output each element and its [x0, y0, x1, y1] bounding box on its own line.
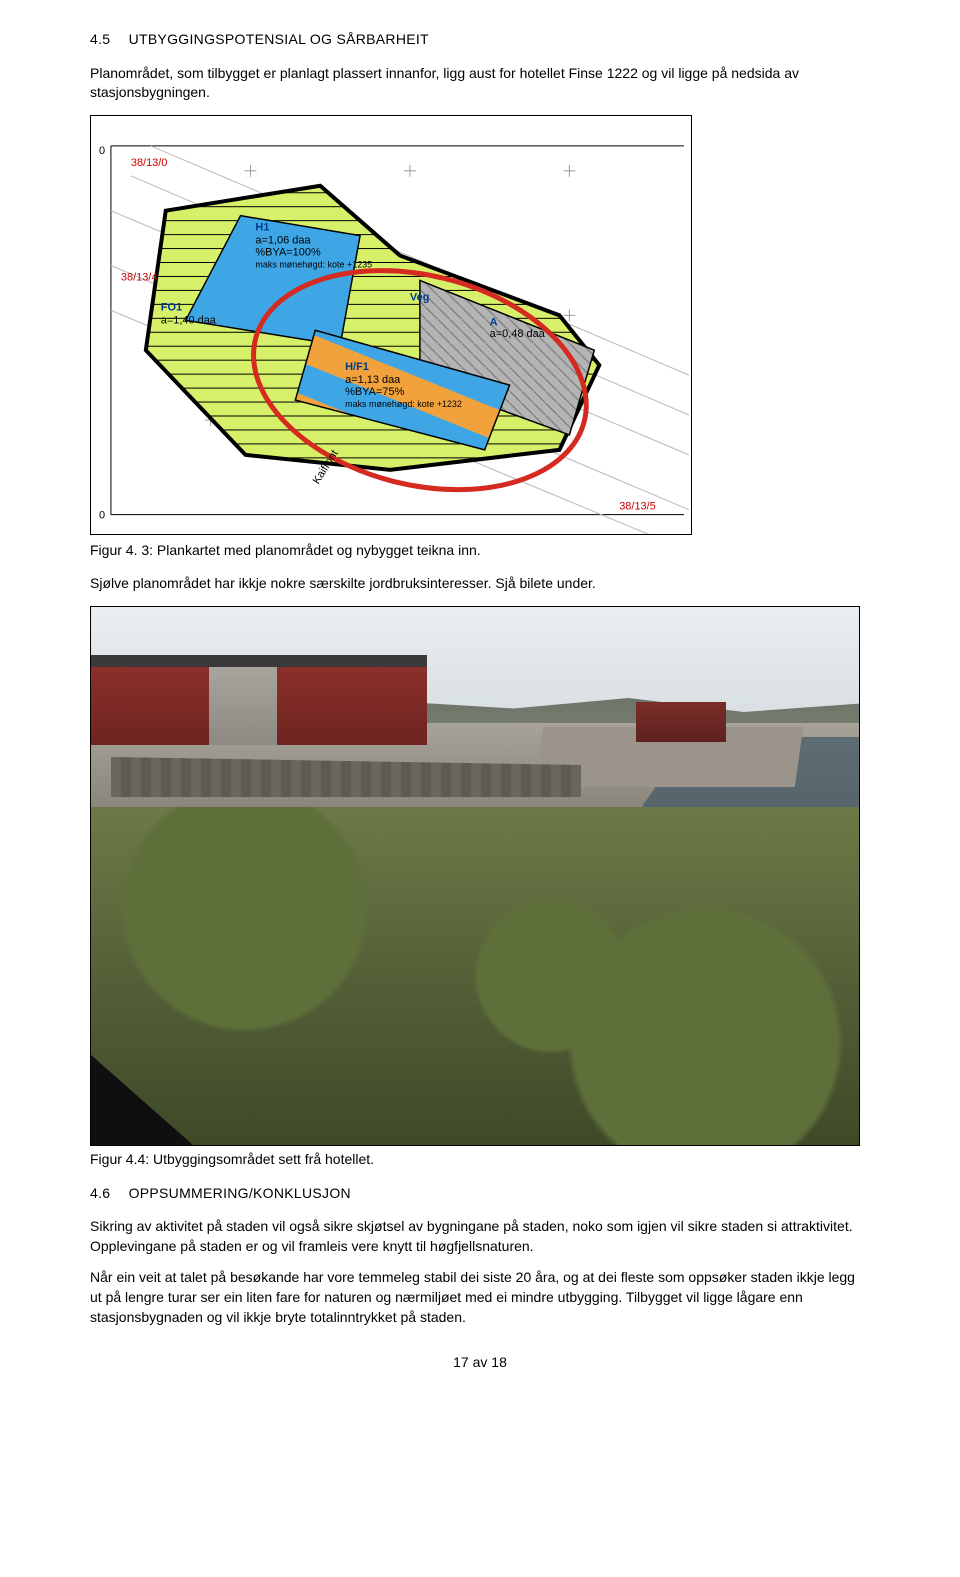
zone-fo1-name: FO1 [161, 301, 182, 313]
section-4-5-heading: 4.5 UTBYGGINGSPOTENSIAL OG SÅRBARHEIT [90, 30, 870, 50]
section-4-5-number: 4.5 [90, 30, 110, 50]
parcel-id-left: 38/13/4 [121, 271, 158, 283]
figure-4-3-caption: Figur 4. 3: Plankartet med planområdet o… [90, 541, 870, 561]
section-4-6-heading: 4.6 OPPSUMMERING/KONKLUSJON [90, 1184, 870, 1204]
zone-hf1-a: a=1,13 daa [345, 374, 401, 386]
zone-h1-bya: %BYA=100% [255, 246, 321, 258]
page-number: 17 av 18 [90, 1353, 870, 1373]
zone-a-name: A [490, 316, 498, 328]
zone-fo1-a: a=1,40 daa [161, 314, 217, 326]
parcel-id-br: 38/13/5 [619, 500, 656, 512]
axis-y-top: 0 [99, 145, 105, 157]
zone-hf1-mone: maks mønehøgd: kote +1232 [345, 399, 462, 409]
zone-a-a: a=0,48 daa [490, 328, 546, 340]
figure-4-3-map: 0 0 [90, 115, 692, 535]
section-4-6-number: 4.6 [90, 1184, 110, 1204]
photo-building-red-3 [636, 702, 726, 742]
photo-building-grey [209, 667, 279, 745]
photo-building-red-1 [91, 667, 211, 745]
zone-h1-name: H1 [255, 221, 269, 233]
zone-veg: Veg [410, 291, 429, 303]
zone-hf1-name: H/F1 [345, 361, 369, 373]
zone-h1-a: a=1,06 daa [255, 234, 311, 246]
parcel-id-tl: 38/13/0 [131, 157, 168, 169]
section-4-6-p2: Når ein veit at talet på besøkande har v… [90, 1268, 870, 1327]
figure-4-4-caption: Figur 4.4: Utbyggingsområdet sett frå ho… [90, 1150, 870, 1170]
axis-y-bot: 0 [99, 509, 105, 521]
zone-h1-mone: maks mønehøgd: kote +1235 [255, 259, 372, 269]
section-4-6-title: OPPSUMMERING/KONKLUSJON [129, 1185, 351, 1201]
para-after-fig43: Sjølve planområdet har ikkje nokre særsk… [90, 574, 870, 594]
section-4-5-title: UTBYGGINGSPOTENSIAL OG SÅRBARHEIT [129, 31, 429, 47]
section-4-6-p1: Sikring av aktivitet på staden vil også … [90, 1217, 870, 1256]
zone-hf1-bya: %BYA=75% [345, 386, 404, 398]
section-4-5-intro: Planområdet, som tilbygget er planlagt p… [90, 64, 870, 103]
photo-building-red-2 [277, 667, 427, 745]
photo-grass [91, 807, 859, 1145]
figure-4-4-photo [90, 606, 860, 1146]
plan-map-svg: 0 0 [91, 116, 691, 535]
